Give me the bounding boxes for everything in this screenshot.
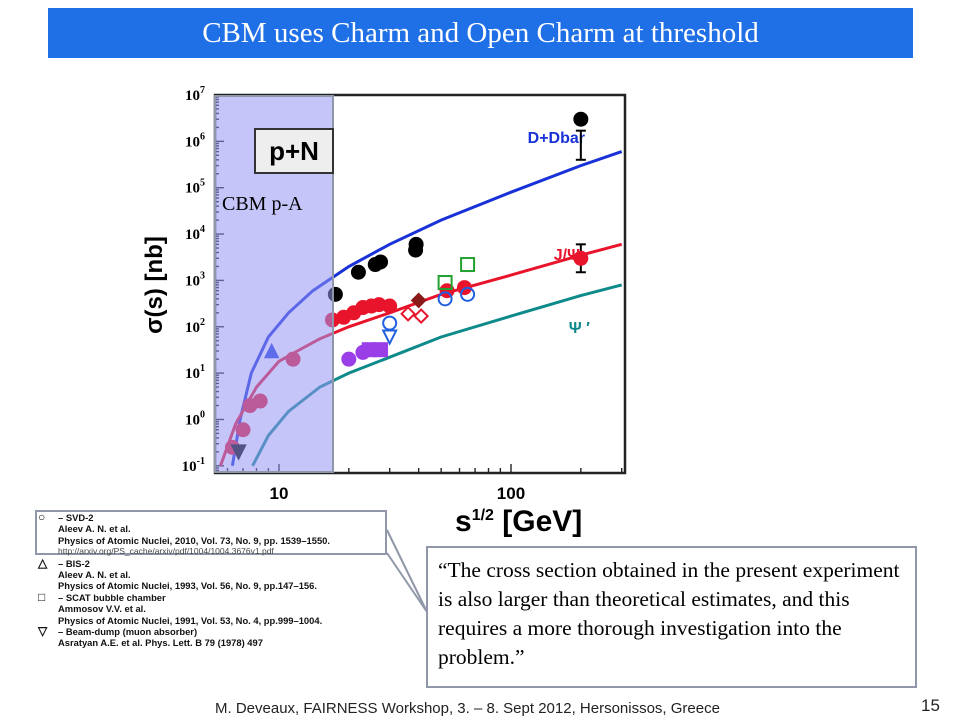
legend-line: – SCAT bubble chamber <box>58 591 166 603</box>
legend-highlight-box <box>35 510 387 555</box>
legend-line: – BIS-2 <box>58 557 90 569</box>
legend-line: – SVD-2 <box>58 512 94 523</box>
legend-entry: △ – BIS-2 Aleev A. N. et al. Physics of Ato… <box>38 555 428 592</box>
legend-text: – Beam-dump (muon absorber) Asratyan A.E.… <box>58 626 263 649</box>
y-tick-label: 100 <box>185 409 205 428</box>
legend-line: Aleev A. N. et al. <box>58 569 131 581</box>
curve-label: J/Ψ <box>554 247 580 264</box>
legend-line: – Beam-dump (muon absorber) <box>58 626 198 638</box>
data-point <box>437 291 453 307</box>
legend-symbol: □ <box>38 589 46 604</box>
x-axis-label: s1/2 [GeV] <box>455 505 583 538</box>
data-point <box>373 254 389 270</box>
y-tick-label: 101 <box>185 363 205 382</box>
y-tick-label: 103 <box>185 270 205 289</box>
legend-entry: ▽ – Beam-dump (muon absorber) Asratyan A.E… <box>38 624 428 649</box>
data-point <box>460 286 476 302</box>
legend-text: – SVD-2 Aleev A. N. et al. Physics of Atom… <box>58 512 330 558</box>
data-point <box>408 236 424 252</box>
legend-entry: ○ – SVD-2 Aleev A. N. et al. Physics of Ato… <box>38 510 428 558</box>
legend-line: Physics of Atomic Nuclei, 1991, Vol. 53,… <box>58 614 323 626</box>
data-point <box>382 315 398 331</box>
data-point <box>382 298 398 314</box>
data-point <box>460 257 476 273</box>
curve-label: Ψ ′ <box>569 320 590 337</box>
callout-connector <box>386 529 428 613</box>
data-point <box>573 111 589 127</box>
y-tick-label: 107 <box>185 85 205 104</box>
y-tick-label: 10-1 <box>182 456 205 475</box>
x-tick-label: 10 <box>270 484 289 503</box>
data-point <box>373 342 389 358</box>
curve-label: D+Dbar <box>528 130 585 147</box>
cbm-region-label: CBM p-A <box>222 193 303 215</box>
experiment-legend: ○ – SVD-2 Aleev A. N. et al. Physics of Ato… <box>38 510 428 649</box>
legend-line: Aleev A. N. et al. <box>58 523 131 535</box>
legend-symbol: ▽ <box>38 624 48 639</box>
legend-symbol: ○ <box>38 510 46 524</box>
y-tick-label: 106 <box>185 131 205 150</box>
data-point <box>381 329 398 346</box>
y-tick-label: 104 <box>185 224 205 243</box>
footer: M. Deveaux, FAIRNESS Workshop, 3. – 8. S… <box>215 700 720 717</box>
x-tick-label: 100 <box>497 484 525 503</box>
quote-box: “The cross section obtained in the prese… <box>426 546 917 688</box>
legend-text: – BIS-2 Aleev A. N. et al. Physics of Atom… <box>58 558 317 592</box>
data-point <box>341 351 357 367</box>
page-number: 15 <box>921 696 940 715</box>
legend-line: Physics of Atomic Nuclei, 1993, Vol. 56,… <box>58 580 317 592</box>
legend-entry: □ – SCAT bubble chamber Ammosov V.V. et al… <box>38 589 428 626</box>
data-point <box>400 305 416 322</box>
callout-connector <box>386 552 428 613</box>
legend-line: Asratyan A.E. et al. Phys. Lett. B 79 (1… <box>58 637 263 649</box>
title-bar: CBM uses Charm and Open Charm at thresho… <box>48 8 913 58</box>
y-axis-label: σ(s) [nb] <box>141 236 168 334</box>
y-tick-label: 105 <box>185 178 205 197</box>
y-tick-label: 102 <box>185 317 205 336</box>
data-point <box>437 275 453 291</box>
legend-url: http://arxiv.org/PS_cache/arxiv/pdf/1004… <box>58 546 274 557</box>
legend-symbol: △ <box>38 555 48 570</box>
legend-line: Ammosov V.V. et al. <box>58 603 146 615</box>
legend-text: – SCAT bubble chamber Ammosov V.V. et al.… <box>58 592 322 626</box>
data-point <box>350 264 366 280</box>
data-point <box>410 292 427 309</box>
chart-title: p+N <box>254 128 334 174</box>
legend-line: Physics of Atomic Nuclei, 2010, Vol. 73,… <box>58 534 330 546</box>
slide-title: CBM uses Charm and Open Charm at thresho… <box>202 16 759 49</box>
data-point <box>573 250 589 266</box>
data-point <box>413 308 430 324</box>
